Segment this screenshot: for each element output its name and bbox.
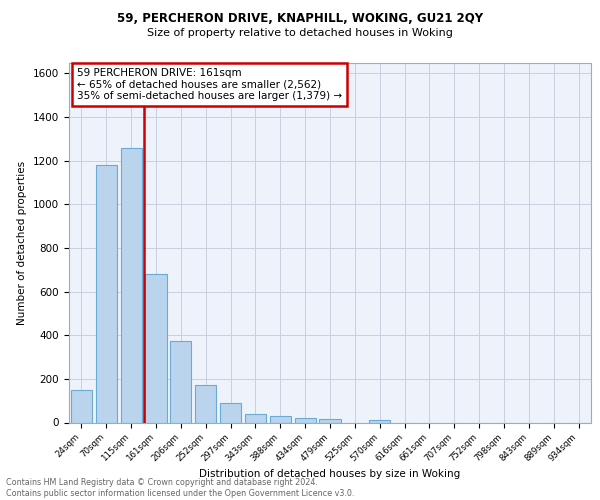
Bar — [220, 403, 241, 422]
Bar — [195, 386, 216, 422]
Text: 59 PERCHERON DRIVE: 161sqm
← 65% of detached houses are smaller (2,562)
35% of s: 59 PERCHERON DRIVE: 161sqm ← 65% of deta… — [77, 68, 342, 101]
X-axis label: Distribution of detached houses by size in Woking: Distribution of detached houses by size … — [199, 469, 461, 479]
Bar — [96, 165, 117, 422]
Text: 59, PERCHERON DRIVE, KNAPHILL, WOKING, GU21 2QY: 59, PERCHERON DRIVE, KNAPHILL, WOKING, G… — [117, 12, 483, 26]
Bar — [245, 414, 266, 422]
Bar — [319, 419, 341, 422]
Bar — [369, 420, 390, 422]
Bar — [295, 418, 316, 422]
Bar — [170, 340, 191, 422]
Bar — [121, 148, 142, 422]
Bar — [145, 274, 167, 422]
Bar — [270, 416, 291, 422]
Text: Contains HM Land Registry data © Crown copyright and database right 2024.
Contai: Contains HM Land Registry data © Crown c… — [6, 478, 355, 498]
Text: Size of property relative to detached houses in Woking: Size of property relative to detached ho… — [147, 28, 453, 38]
Y-axis label: Number of detached properties: Number of detached properties — [17, 160, 28, 324]
Bar — [71, 390, 92, 422]
